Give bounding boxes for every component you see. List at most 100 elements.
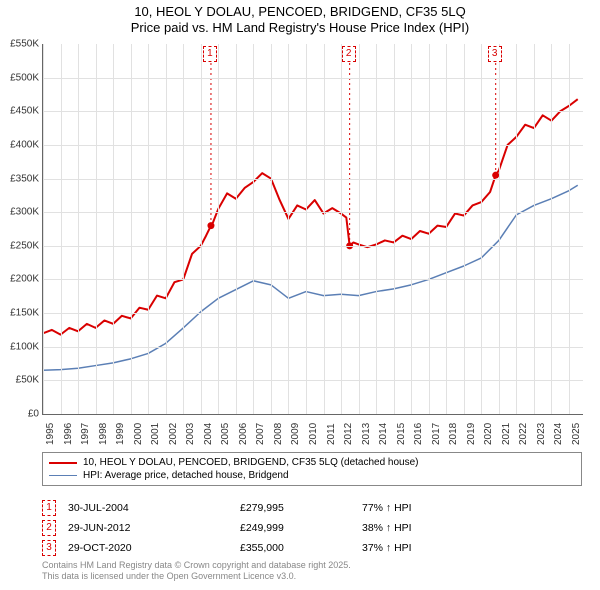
gridline-h [43, 212, 583, 213]
table-cell-hpi: 38% ↑ HPI [362, 522, 482, 534]
chart-plot-area: £0£50K£100K£150K£200K£250K£300K£350K£400… [42, 44, 583, 415]
gridline-v [131, 44, 132, 414]
sale-marker-box: 1 [203, 46, 217, 62]
gridline-v [201, 44, 202, 414]
sales-table: 130-JUL-2004£279,99577% ↑ HPI229-JUN-201… [42, 498, 582, 558]
gridline-h [43, 179, 583, 180]
gridline-v [499, 44, 500, 414]
sale-marker-dot [207, 222, 214, 229]
gridline-v [96, 44, 97, 414]
chart-title: 10, HEOL Y DOLAU, PENCOED, BRIDGEND, CF3… [0, 0, 600, 37]
gridline-v [551, 44, 552, 414]
table-cell-date: 29-OCT-2020 [68, 542, 228, 554]
x-axis-label: 1996 [63, 423, 74, 445]
legend-label: HPI: Average price, detached house, Brid… [83, 470, 289, 481]
gridline-v [166, 44, 167, 414]
legend-row: 10, HEOL Y DOLAU, PENCOED, BRIDGEND, CF3… [49, 456, 575, 469]
gridline-h [43, 347, 583, 348]
x-axis-label: 2004 [203, 423, 214, 445]
gridline-h [43, 380, 583, 381]
table-cell-price: £279,995 [240, 502, 350, 514]
gridline-v [306, 44, 307, 414]
gridline-v [429, 44, 430, 414]
y-axis-label: £150K [3, 308, 39, 319]
gridline-v [78, 44, 79, 414]
gridline-v [376, 44, 377, 414]
x-axis-label: 2013 [361, 423, 372, 445]
x-axis-label: 1995 [45, 423, 56, 445]
page-container: 10, HEOL Y DOLAU, PENCOED, BRIDGEND, CF3… [0, 0, 600, 590]
y-axis-label: £400K [3, 139, 39, 150]
x-axis-label: 2012 [343, 423, 354, 445]
gridline-v [288, 44, 289, 414]
x-axis-label: 2019 [466, 423, 477, 445]
y-axis-label: £500K [3, 72, 39, 83]
table-row: 2 29-JUN-2012 £249,999 38% ↑ HPI [42, 518, 582, 538]
x-axis-label: 1999 [115, 423, 126, 445]
gridline-h [43, 313, 583, 314]
y-axis-label: £250K [3, 240, 39, 251]
gridline-v [253, 44, 254, 414]
table-row-marker: 3 [42, 540, 56, 556]
y-axis-label: £450K [3, 106, 39, 117]
y-axis-label: £200K [3, 274, 39, 285]
x-axis-label: 2001 [150, 423, 161, 445]
gridline-h [43, 145, 583, 146]
series-property [43, 99, 578, 334]
gridline-h [43, 279, 583, 280]
legend-label: 10, HEOL Y DOLAU, PENCOED, BRIDGEND, CF3… [83, 457, 419, 468]
x-axis-label: 2020 [483, 423, 494, 445]
legend-row: HPI: Average price, detached house, Brid… [49, 469, 575, 482]
footer-line2: This data is licensed under the Open Gov… [42, 571, 582, 582]
gridline-v [43, 44, 44, 414]
table-row: 130-JUL-2004£279,99577% ↑ HPI [42, 498, 582, 518]
x-axis-label: 2025 [571, 423, 582, 445]
table-row-marker: 2 [42, 520, 56, 536]
x-axis-label: 1998 [98, 423, 109, 445]
x-axis-label: 2002 [168, 423, 179, 445]
x-axis-label: 2008 [273, 423, 284, 445]
x-axis-label: 2021 [501, 423, 512, 445]
gridline-v [534, 44, 535, 414]
gridline-v [61, 44, 62, 414]
gridline-h [43, 111, 583, 112]
table-row-marker: 1 [42, 500, 56, 516]
table-cell-date: 30-JUL-2004 [68, 502, 228, 514]
legend-swatch [49, 462, 77, 464]
chart-svg [43, 44, 583, 414]
x-axis-label: 2009 [290, 423, 301, 445]
gridline-v [516, 44, 517, 414]
footer-line1: Contains HM Land Registry data © Crown c… [42, 560, 582, 571]
x-axis-label: 2017 [431, 423, 442, 445]
legend-box: 10, HEOL Y DOLAU, PENCOED, BRIDGEND, CF3… [42, 452, 582, 486]
title-line2: Price paid vs. HM Land Registry's House … [0, 20, 600, 36]
y-axis-label: £300K [3, 207, 39, 218]
gridline-v [569, 44, 570, 414]
table-cell-price: £249,999 [240, 522, 350, 534]
x-axis-label: 2016 [413, 423, 424, 445]
x-axis-label: 2022 [518, 423, 529, 445]
x-axis-label: 2015 [396, 423, 407, 445]
x-axis-label: 2006 [238, 423, 249, 445]
gridline-v [324, 44, 325, 414]
gridline-v [464, 44, 465, 414]
title-line1: 10, HEOL Y DOLAU, PENCOED, BRIDGEND, CF3… [0, 4, 600, 20]
gridline-v [341, 44, 342, 414]
y-axis-label: £50K [3, 375, 39, 386]
x-axis-label: 1997 [80, 423, 91, 445]
table-cell-date: 29-JUN-2012 [68, 522, 228, 534]
table-cell-price: £355,000 [240, 542, 350, 554]
gridline-v [271, 44, 272, 414]
x-axis-label: 2023 [536, 423, 547, 445]
x-axis-label: 2018 [448, 423, 459, 445]
sale-marker-box: 2 [342, 46, 356, 62]
x-axis-label: 2003 [185, 423, 196, 445]
legend-swatch [49, 475, 77, 477]
x-axis-label: 2024 [553, 423, 564, 445]
x-axis-label: 2007 [255, 423, 266, 445]
gridline-v [394, 44, 395, 414]
gridline-v [113, 44, 114, 414]
gridline-v [481, 44, 482, 414]
sale-marker-box: 3 [488, 46, 502, 62]
x-axis-label: 2000 [133, 423, 144, 445]
